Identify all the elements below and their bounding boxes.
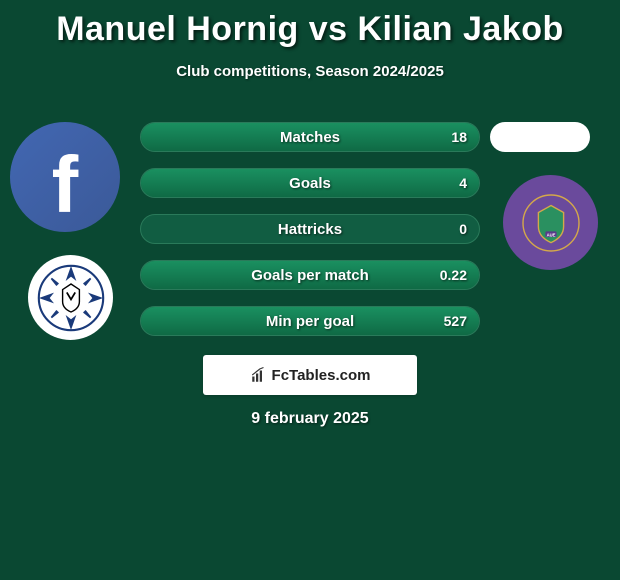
date-label: 9 february 2025 <box>0 410 620 428</box>
page-title: Manuel Hornig vs Kilian Jakob <box>0 0 620 49</box>
page-subtitle: Club competitions, Season 2024/2025 <box>0 63 620 80</box>
player-right-club-badge: AUE <box>503 175 598 270</box>
chart-icon <box>250 366 268 384</box>
svg-text:AUE: AUE <box>546 232 555 237</box>
stat-label: Matches <box>141 123 479 151</box>
stat-row-goals-per-match: Goals per match 0.22 <box>140 260 480 290</box>
player-left-club-badge <box>28 255 113 340</box>
club-badge-right-icon: AUE <box>516 188 586 258</box>
facebook-icon: f <box>52 145 79 225</box>
stat-label: Min per goal <box>141 307 479 335</box>
stat-label: Hattricks <box>141 215 479 243</box>
stat-value-right: 527 <box>444 307 467 335</box>
stat-row-hattricks: Hattricks 0 <box>140 214 480 244</box>
stat-value-right: 4 <box>459 169 467 197</box>
stat-row-matches: Matches 18 <box>140 122 480 152</box>
stat-label: Goals <box>141 169 479 197</box>
stat-label: Goals per match <box>141 261 479 289</box>
player-left-avatar: f <box>10 122 120 232</box>
stat-row-min-per-goal: Min per goal 527 <box>140 306 480 336</box>
footer-attribution[interactable]: FcTables.com <box>203 355 417 395</box>
footer-text: FcTables.com <box>272 367 371 384</box>
stat-row-goals: Goals 4 <box>140 168 480 198</box>
stats-container: Matches 18 Goals 4 Hattricks 0 Goals per… <box>140 122 480 352</box>
stat-value-right: 0 <box>459 215 467 243</box>
club-badge-left-icon <box>36 263 106 333</box>
player-right-avatar <box>490 122 590 152</box>
stat-value-right: 0.22 <box>440 261 467 289</box>
stat-value-right: 18 <box>451 123 467 151</box>
